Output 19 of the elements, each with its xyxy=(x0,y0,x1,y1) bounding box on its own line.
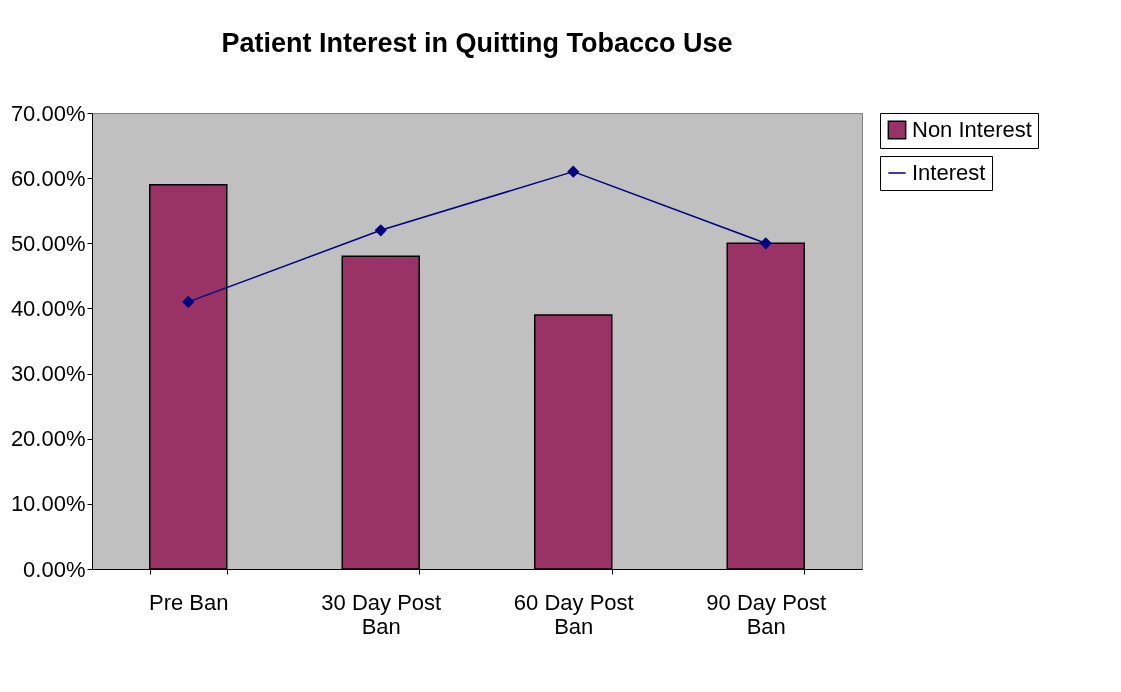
y-tick-label: 10.00% xyxy=(10,491,86,517)
y-tick-label: 20.00% xyxy=(10,426,86,452)
x-tick-label: 90 Day Post Ban xyxy=(706,589,827,639)
point xyxy=(567,165,580,178)
point xyxy=(182,295,195,309)
point xyxy=(374,224,387,237)
y-tick-label: 70.00% xyxy=(10,100,86,126)
point xyxy=(759,237,772,250)
x-tick-label: 60 Day Post Ban xyxy=(513,589,634,639)
legend-label: Non Interest xyxy=(912,117,1032,142)
chart-title: Patient Interest in Quitting Tobacco Use xyxy=(221,28,733,58)
y-tick-label: 60.00% xyxy=(10,165,86,191)
x-tick-label: 30 Day Post Ban xyxy=(321,589,442,639)
y-tick-label: 40.00% xyxy=(10,295,86,321)
y-tick-label: 30.00% xyxy=(10,361,86,387)
legend-label: Interest xyxy=(912,160,986,185)
y-tick-label: 50.00% xyxy=(10,230,86,256)
x-tick-label: Pre Ban xyxy=(149,589,229,615)
y-tick-label: 0.00% xyxy=(23,556,86,582)
